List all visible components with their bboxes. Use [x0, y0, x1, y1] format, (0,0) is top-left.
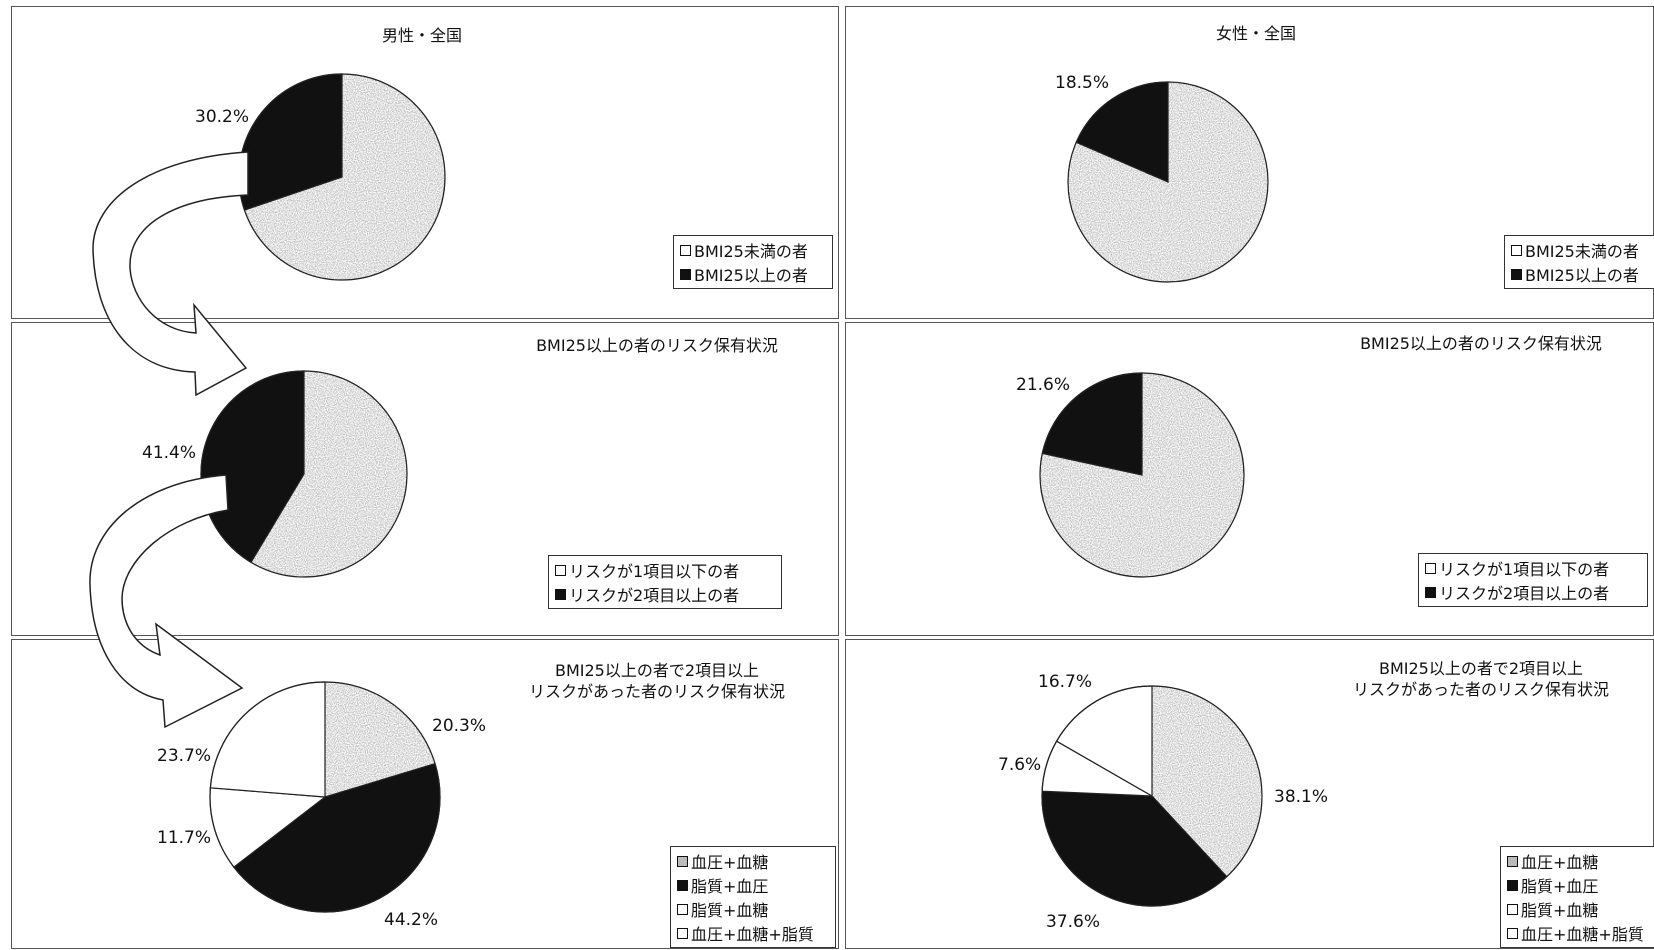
- legend-item: リスクが1項目以下の者: [555, 558, 775, 582]
- pie-panel-female-combo: BMI25以上の者で2項目以上 リスクがあった者のリスク保有状況 38.1% 3…: [845, 639, 1654, 949]
- swatch-gray: [677, 855, 688, 867]
- value-label-bp-glucose: 20.3%: [432, 716, 487, 736]
- pie-outline: [200, 370, 408, 578]
- legend-label: リスクが2項目以上の者: [569, 586, 740, 605]
- curved-arrow-icon: [92, 151, 249, 397]
- chart-title-line1: BMI25以上の者で2項目以上: [554, 661, 760, 680]
- value-label-lipid-bp: 44.2%: [384, 910, 439, 930]
- swatch-white: [677, 903, 688, 915]
- swatch-black: [1511, 268, 1522, 280]
- legend-label: BMI25以上の者: [1525, 266, 1639, 285]
- value-label-lipid-glucose: 7.6%: [998, 755, 1042, 775]
- legend-label: 脂質+血圧: [1521, 877, 1599, 896]
- legend-label: 血圧+血糖: [691, 853, 769, 872]
- swatch-white: [680, 244, 691, 256]
- legend: 血圧+血糖 脂質+血圧 脂質+血糖 血圧+血糖+脂質: [1500, 846, 1654, 948]
- chart-title: BMI25以上の者で2項目以上 リスクがあった者のリスク保有状況: [512, 660, 802, 702]
- pie-chart: [1039, 372, 1245, 578]
- legend-item: BMI25以上の者: [1511, 262, 1649, 286]
- pie-chart: [238, 73, 446, 281]
- value-label-risk-2plus: 21.6%: [1016, 375, 1071, 395]
- legend-item: リスクが2項目以上の者: [555, 582, 775, 606]
- value-label-bmi25-over: 30.2%: [195, 107, 250, 127]
- curved-arrow-icon: [89, 474, 244, 729]
- legend-item: 血圧+血糖: [1507, 849, 1649, 873]
- legend: リスクが1項目以下の者 リスクが2項目以上の者: [1418, 553, 1648, 607]
- legend-item: 血圧+血糖: [677, 849, 829, 873]
- swatch-black: [677, 879, 688, 891]
- chart-title: 女性・全国: [1215, 24, 1296, 43]
- chart-title-line1: BMI25以上の者で2項目以上: [1378, 659, 1584, 678]
- pie-panel-female-risk: BMI25以上の者のリスク保有状況 21.6% リスクが1項目以下の者 リスクが…: [845, 322, 1654, 636]
- legend-item: リスクが2項目以上の者: [1425, 580, 1641, 604]
- pie-outline: [1067, 81, 1269, 283]
- swatch-white: [677, 927, 688, 939]
- pie-panel-male-combo: BMI25以上の者で2項目以上 リスクがあった者のリスク保有状況 20.3% 4…: [11, 639, 839, 949]
- legend-label: 血圧+血糖: [1521, 853, 1599, 872]
- pie-chart: [1067, 81, 1269, 283]
- legend-label: 脂質+血糖: [1521, 901, 1599, 920]
- swatch-white: [1511, 244, 1522, 256]
- pie-chart: [200, 370, 408, 578]
- swatch-white: [1425, 562, 1436, 574]
- pie-panel-female-overall: 女性・全国 18.5% BMI25未満の者 BMI25以上の者: [845, 6, 1654, 319]
- legend-item: BMI25以上の者: [680, 262, 826, 286]
- pie-outline: [1041, 685, 1263, 907]
- legend-label: 血圧+血糖+脂質: [1521, 925, 1644, 944]
- value-label-all-three: 16.7%: [1038, 672, 1093, 692]
- value-label-bmi25-over: 18.5%: [1055, 73, 1110, 93]
- legend-label: リスクが1項目以下の者: [1439, 560, 1610, 579]
- legend-item: 脂質+血糖: [677, 897, 829, 921]
- chart-title-line2: リスクがあった者のリスク保有状況: [528, 682, 785, 701]
- chart-title-line2: リスクがあった者のリスク保有状況: [1352, 680, 1609, 699]
- pie-panel-male-risk: BMI25以上の者のリスク保有状況 41.4% リスクが1項目以下の者 リスクが…: [11, 322, 839, 636]
- legend-item: 血圧+血糖+脂質: [677, 921, 829, 945]
- swatch-gray: [1507, 855, 1518, 867]
- swatch-black: [1507, 879, 1518, 891]
- chart-title: BMI25以上の者のリスク保有状況: [1360, 334, 1602, 353]
- pie-outline: [209, 681, 441, 913]
- legend-item: BMI25未満の者: [680, 238, 826, 262]
- swatch-black: [555, 588, 566, 600]
- swatch-black: [1425, 586, 1436, 598]
- value-label-lipid-bp: 37.6%: [1046, 912, 1101, 932]
- chart-title: BMI25以上の者で2項目以上 リスクがあった者のリスク保有状況: [1336, 658, 1626, 700]
- legend: リスクが1項目以下の者 リスクが2項目以上の者: [548, 555, 782, 609]
- value-label-bp-glucose: 38.1%: [1274, 787, 1329, 807]
- pie-chart: [209, 681, 441, 913]
- value-label-all-three: 23.7%: [157, 746, 212, 766]
- legend-item: BMI25未満の者: [1511, 238, 1649, 262]
- value-label-lipid-glucose: 11.7%: [157, 828, 212, 848]
- pie-panel-male-overall: 男性・全国 30.2% BMI25未満の者 BMI25以上の者: [11, 6, 839, 319]
- swatch-white: [555, 564, 566, 576]
- legend-item: 脂質+血糖: [1507, 897, 1649, 921]
- swatch-black: [680, 268, 691, 280]
- value-label-risk-2plus: 41.4%: [142, 443, 197, 463]
- legend-item: リスクが1項目以下の者: [1425, 556, 1641, 580]
- legend: BMI25未満の者 BMI25以上の者: [1504, 235, 1654, 289]
- legend-item: 血圧+血糖+脂質: [1507, 921, 1649, 945]
- chart-title: BMI25以上の者のリスク保有状況: [536, 336, 778, 355]
- legend-label: リスクが1項目以下の者: [569, 562, 740, 581]
- legend-label: BMI25以上の者: [694, 266, 808, 285]
- swatch-white: [1507, 903, 1518, 915]
- swatch-white: [1507, 927, 1518, 939]
- legend-item: 脂質+血圧: [1507, 873, 1649, 897]
- legend-label: BMI25未満の者: [694, 242, 808, 261]
- pie-outline: [1039, 372, 1245, 578]
- legend-label: 血圧+血糖+脂質: [691, 925, 814, 944]
- legend-label: BMI25未満の者: [1525, 242, 1639, 261]
- legend: BMI25未満の者 BMI25以上の者: [673, 235, 833, 289]
- legend: 血圧+血糖 脂質+血圧 脂質+血糖 血圧+血糖+脂質: [670, 846, 836, 948]
- legend-label: リスクが2項目以上の者: [1439, 584, 1610, 603]
- chart-title: 男性・全国: [381, 26, 462, 45]
- legend-label: 脂質+血糖: [691, 901, 769, 920]
- legend-label: 脂質+血圧: [691, 877, 769, 896]
- legend-item: 脂質+血圧: [677, 873, 829, 897]
- pie-chart: [1041, 685, 1263, 907]
